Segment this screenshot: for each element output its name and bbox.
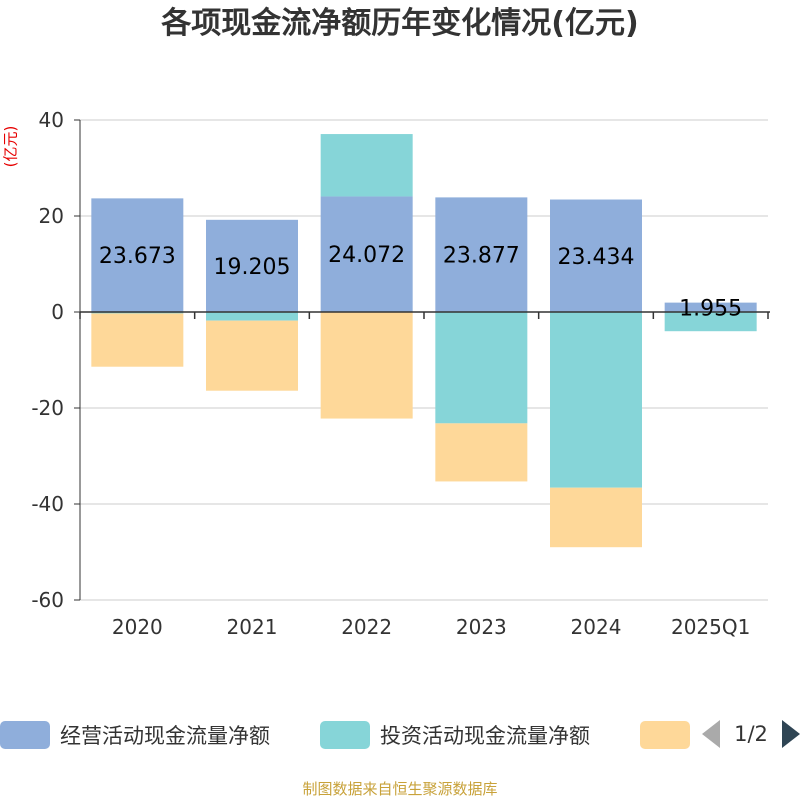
data-labels: 23.673 19.205 24.072 23.877 23.434 1.955 (99, 243, 742, 321)
bar-series-0 (320, 196, 413, 312)
bar-series-1 (320, 134, 413, 197)
bar-series-1 (206, 312, 298, 321)
x-tick-label: 2020 (112, 615, 163, 639)
x-tick-label: 2023 (456, 615, 507, 639)
bar-series-0 (206, 219, 298, 312)
y-tick-label: 0 (51, 300, 64, 324)
bar-series-2 (435, 423, 528, 482)
y-tick-label: -20 (31, 396, 64, 420)
bar-series-2 (91, 313, 184, 367)
data-label: 19.205 (214, 255, 291, 280)
legend-next-page-icon[interactable] (782, 720, 800, 748)
bar-series-0 (550, 199, 642, 312)
legend-label-investing: 投资活动现金流量净额 (380, 724, 590, 748)
legend-label-operating: 经营活动现金流量净额 (60, 724, 270, 748)
legend-item-financing[interactable] (640, 715, 690, 755)
bar-series-2 (320, 312, 413, 419)
x-tick-label: 2022 (341, 615, 392, 639)
legend-prev-page-icon[interactable] (702, 720, 720, 748)
bar-series-1 (664, 312, 757, 332)
x-tick-label: 2021 (227, 615, 278, 639)
x-tick-label: 2024 (571, 615, 622, 639)
y-tick-label: -40 (31, 492, 64, 516)
data-label: 23.434 (558, 245, 635, 270)
bar-series-1 (550, 312, 642, 488)
legend-swatch-investing (320, 721, 370, 749)
y-tick-label: 40 (39, 108, 64, 132)
legend: 经营活动现金流量净额 投资活动现金流量净额 (0, 715, 800, 755)
y-tick-label: -60 (31, 588, 64, 612)
data-label: 23.877 (443, 244, 520, 269)
legend-item-investing[interactable]: 投资活动现金流量净额 (320, 715, 590, 755)
bar-series-2 (550, 487, 642, 548)
legend-page-indicator: 1/2 (734, 722, 768, 746)
legend-swatch-operating (0, 721, 50, 749)
bar-series-2 (206, 320, 298, 391)
bars (91, 134, 757, 548)
data-label: 23.673 (99, 244, 176, 269)
chart-title: 各项现金流净额历年变化情况(亿元) (161, 6, 639, 41)
legend-swatch-financing (640, 721, 690, 749)
bar-series-0 (91, 198, 184, 312)
bar-series-0 (664, 302, 757, 312)
x-tick-label: 2025Q1 (671, 615, 750, 639)
bar-series-0 (435, 197, 528, 312)
data-label: 1.955 (679, 296, 742, 321)
legend-item-operating[interactable]: 经营活动现金流量净额 (0, 715, 270, 755)
data-source-note: 制图数据来自恒生聚源数据库 (302, 780, 498, 798)
axes: 40 20 0 -20 -40 -60 2020 2021 2022 2023 2024 2025Q1 (31, 108, 770, 639)
data-label: 24.072 (328, 243, 405, 268)
y-tick-label: 20 (39, 204, 64, 228)
bar-series-1 (435, 312, 528, 424)
